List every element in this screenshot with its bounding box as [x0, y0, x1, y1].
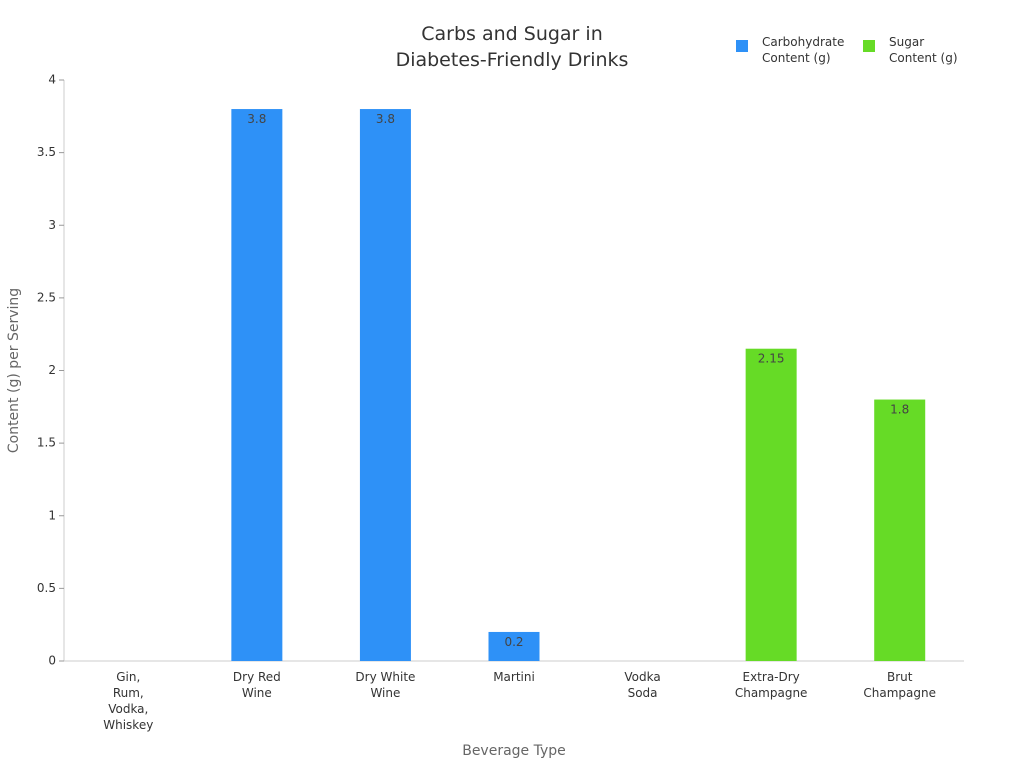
y-tick-label: 4	[48, 73, 56, 87]
x-tick-label: Martini	[493, 670, 535, 684]
legend-swatch	[863, 40, 875, 52]
bar[interactable]	[231, 109, 283, 662]
legend-item[interactable]: Carbohydrate Content (g)	[736, 35, 844, 65]
chart-title-text: Carbs and Sugar in Diabetes-Friendly Drin…	[396, 23, 629, 71]
legend-swatch	[736, 40, 748, 52]
legend-label: Sugar Content (g)	[889, 35, 958, 65]
y-tick-label: 1	[48, 508, 56, 522]
legend-label: Carbohydrate Content (g)	[762, 35, 844, 65]
legend-item[interactable]: Sugar Content (g)	[863, 35, 958, 65]
axes: 0 0.5 1 1.5 2 2.5 3 3.5 4 Gin, Rum, Vodka, Whiskey Dr…	[6, 73, 964, 759]
bar[interactable]	[874, 399, 926, 661]
legend: Carbohydrate Content (g) Sugar Content (g)	[736, 35, 958, 65]
bar-value-label: 1.8	[890, 403, 909, 417]
y-tick-label: 0	[48, 654, 56, 668]
y-axis-title: Content (g) per Serving	[6, 288, 22, 453]
x-axis-title: Beverage Type	[462, 743, 566, 759]
x-tick-label: Brut Champagne	[863, 670, 936, 700]
bar-value-label: 2.15	[758, 352, 785, 366]
bars	[231, 109, 926, 662]
x-tick-label: Dry White Wine	[355, 670, 415, 700]
bar-value-label: 0.2	[504, 635, 523, 649]
x-tick-label: Vodka Soda	[624, 670, 660, 700]
x-tick-label: Gin, Rum, Vodka, Whiskey	[103, 670, 153, 732]
bar[interactable]	[488, 631, 540, 661]
y-tick-label: 1.5	[37, 436, 56, 450]
x-tick-label: Dry Red Wine	[233, 670, 281, 700]
bar-value-label: 3.8	[247, 112, 266, 126]
y-tick-label: 0.5	[37, 581, 56, 595]
bar[interactable]	[745, 348, 797, 661]
bar[interactable]	[359, 109, 411, 662]
bar-value-label: 3.8	[376, 112, 395, 126]
data-labels: 3.8 3.8 0.2 2.15 1.8	[247, 112, 909, 649]
x-tick-label: Extra-Dry Champagne	[735, 670, 808, 700]
chart-title: Carbs and Sugar in Diabetes-Friendly Drin…	[396, 23, 629, 71]
y-tick-label: 2	[48, 363, 56, 377]
y-tick-label: 2.5	[37, 290, 56, 304]
y-tick-label: 3.5	[37, 145, 56, 159]
y-tick-label: 3	[48, 218, 56, 232]
